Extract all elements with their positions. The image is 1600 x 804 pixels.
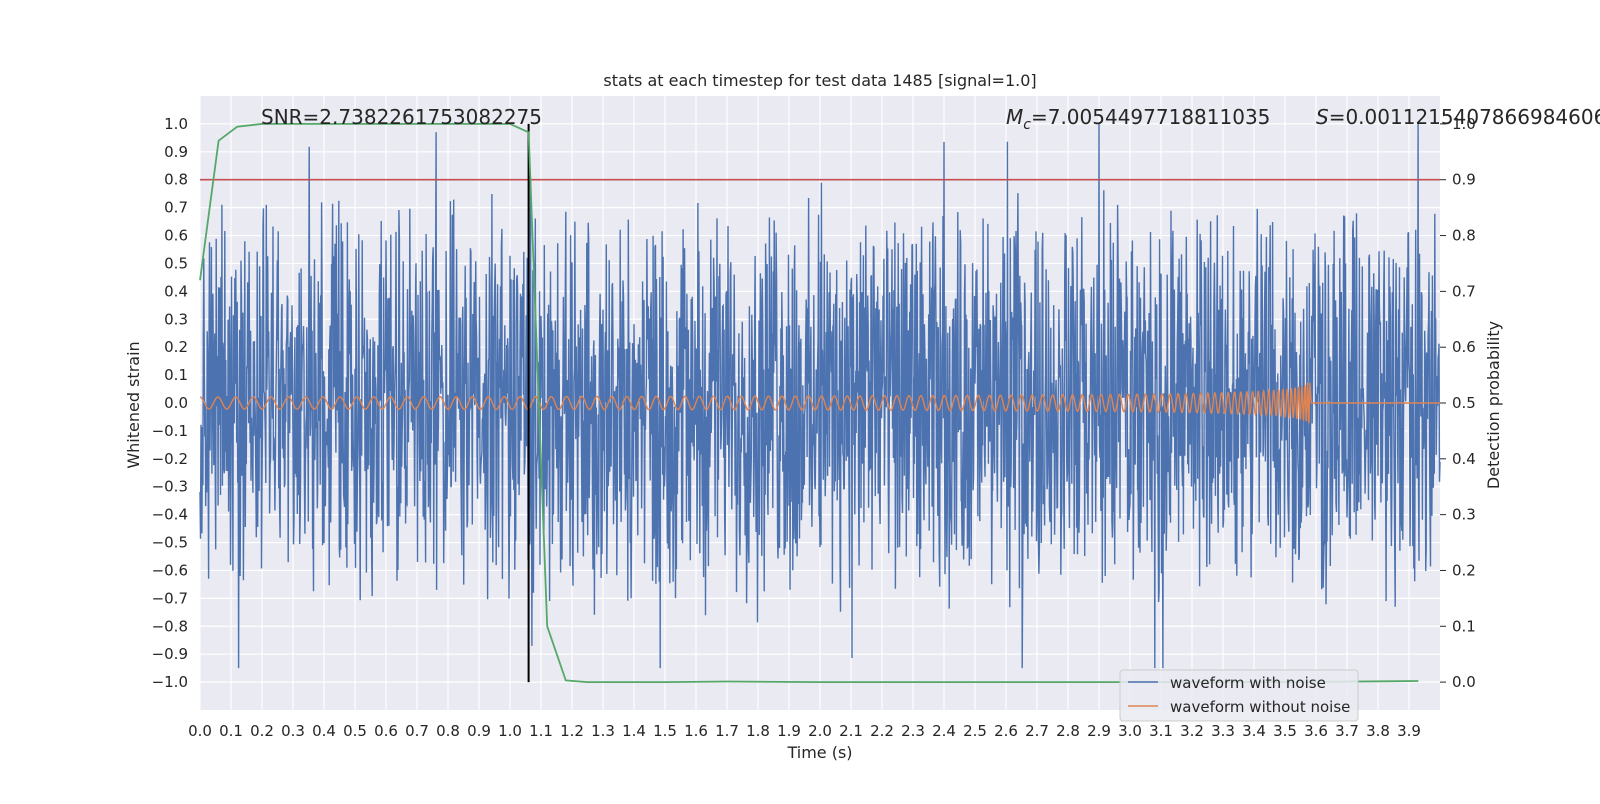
x-tick-label: 3.7 bbox=[1335, 722, 1359, 740]
chirp-mass-subscript: c bbox=[1023, 117, 1031, 133]
right-y-tick-label: 0.6 bbox=[1452, 338, 1476, 356]
legend: waveform with noise waveform without noi… bbox=[1119, 669, 1359, 722]
left-y-tick-label: 0.6 bbox=[164, 227, 188, 245]
x-tick-label: 1.0 bbox=[498, 722, 522, 740]
right-y-tick-label: 0.3 bbox=[1452, 506, 1476, 524]
x-tick-label: 2.3 bbox=[901, 722, 925, 740]
right-y-tick-label: 1.0 bbox=[1452, 115, 1476, 133]
left-y-axis-ticks: 1.0 0.9 0.8 0.7 0.6 0.5 0.4 0.3 0.2 0.1 0.0 −0.1 −0.… bbox=[152, 115, 188, 691]
chirp-mass-symbol: M bbox=[1006, 105, 1023, 129]
x-tick-label: 0.8 bbox=[436, 722, 460, 740]
x-tick-label: 3.5 bbox=[1273, 722, 1297, 740]
x-tick-label: 1.7 bbox=[715, 722, 739, 740]
x-tick-label: 1.2 bbox=[560, 722, 584, 740]
left-y-tick-label: 0.2 bbox=[164, 338, 188, 356]
x-tick-label: 2.8 bbox=[1056, 722, 1080, 740]
left-y-tick-label: −1.0 bbox=[152, 673, 188, 691]
legend-box bbox=[1119, 669, 1359, 722]
x-tick-label: 1.8 bbox=[746, 722, 770, 740]
x-tick-label: 1.4 bbox=[622, 722, 646, 740]
x-tick-label: 3.6 bbox=[1304, 722, 1328, 740]
left-y-tick-label: −0.9 bbox=[152, 645, 188, 663]
left-y-tick-label: −0.4 bbox=[152, 506, 188, 524]
right-y-tick-label: 0.1 bbox=[1452, 617, 1476, 635]
right-y-tick-label: 0.0 bbox=[1452, 673, 1476, 691]
x-tick-label: 0.5 bbox=[343, 722, 367, 740]
x-tick-label: 0.4 bbox=[312, 722, 336, 740]
right-y-axis-title: Detection probability bbox=[1484, 321, 1503, 489]
left-y-tick-label: 0.8 bbox=[164, 171, 188, 189]
x-tick-label: 0.0 bbox=[188, 722, 212, 740]
x-tick-label: 1.9 bbox=[777, 722, 801, 740]
right-y-tick-label: 0.8 bbox=[1452, 227, 1476, 245]
left-y-tick-label: 0.1 bbox=[164, 366, 188, 384]
x-axis-ticks: 0.0 0.1 0.2 0.3 0.4 0.5 0.6 0.7 0.8 0.9 1.0 1.1 1.2 1… bbox=[188, 722, 1421, 740]
right-y-tick-label: 0.5 bbox=[1452, 394, 1476, 412]
left-y-tick-label: 1.0 bbox=[164, 115, 188, 133]
x-tick-label: 2.9 bbox=[1087, 722, 1111, 740]
chirp-mass-value: =7.0054497718811035 bbox=[1031, 105, 1270, 129]
x-tick-label: 0.6 bbox=[374, 722, 398, 740]
x-tick-label: 2.0 bbox=[808, 722, 832, 740]
left-y-tick-label: −0.8 bbox=[152, 617, 188, 635]
left-y-tick-label: −0.3 bbox=[152, 478, 188, 496]
x-tick-label: 2.6 bbox=[994, 722, 1018, 740]
series-waveform-without-noise bbox=[199, 382, 1440, 424]
x-tick-label: 2.1 bbox=[839, 722, 863, 740]
x-axis-title: Time (s) bbox=[786, 743, 852, 762]
x-tick-label: 3.4 bbox=[1242, 722, 1266, 740]
s-annotation: S=0.0011215407866984606 bbox=[1316, 105, 1600, 129]
x-tick-label: 0.3 bbox=[281, 722, 305, 740]
right-y-tick-label: 0.4 bbox=[1452, 450, 1476, 468]
snr-annotation: SNR=2.7382261753082275 bbox=[261, 105, 542, 129]
right-y-tick-label: 0.2 bbox=[1452, 561, 1476, 579]
chirp-mass-annotation: Mc=7.0054497718811035 bbox=[1006, 105, 1270, 133]
x-tick-label: 0.1 bbox=[219, 722, 243, 740]
legend-label-waveform-without-noise: waveform without noise bbox=[1170, 698, 1350, 716]
x-tick-label: 3.1 bbox=[1149, 722, 1173, 740]
x-tick-label: 3.3 bbox=[1211, 722, 1235, 740]
right-y-tick-label: 0.9 bbox=[1452, 171, 1476, 189]
left-y-tick-label: 0.9 bbox=[164, 143, 188, 161]
s-symbol: S bbox=[1316, 105, 1329, 129]
left-y-tick-label: −0.5 bbox=[152, 534, 188, 552]
x-tick-label: 2.4 bbox=[932, 722, 956, 740]
x-tick-label: 3.9 bbox=[1397, 722, 1421, 740]
x-tick-label: 2.2 bbox=[870, 722, 894, 740]
series-waveform-with-noise bbox=[199, 123, 1441, 669]
x-tick-label: 1.3 bbox=[591, 722, 615, 740]
x-tick-label: 0.7 bbox=[405, 722, 429, 740]
legend-label-waveform-with-noise: waveform with noise bbox=[1170, 674, 1326, 692]
left-y-tick-label: 0.3 bbox=[164, 310, 188, 328]
left-y-tick-label: 0.4 bbox=[164, 282, 188, 300]
left-y-tick-label: −0.6 bbox=[152, 561, 188, 579]
x-tick-label: 1.1 bbox=[529, 722, 553, 740]
x-tick-label: 1.5 bbox=[653, 722, 677, 740]
left-y-axis-title: Whitened strain bbox=[124, 341, 143, 468]
x-tick-label: 3.8 bbox=[1366, 722, 1390, 740]
x-tick-label: 1.6 bbox=[684, 722, 708, 740]
left-y-tick-label: −0.7 bbox=[152, 589, 188, 607]
left-y-tick-label: −0.2 bbox=[152, 450, 188, 468]
x-tick-label: 0.2 bbox=[250, 722, 274, 740]
left-y-tick-label: −0.1 bbox=[152, 422, 188, 440]
x-tick-label: 0.9 bbox=[467, 722, 491, 740]
x-tick-label: 3.0 bbox=[1118, 722, 1142, 740]
left-y-tick-label: 0.7 bbox=[164, 199, 188, 217]
x-tick-label: 2.7 bbox=[1025, 722, 1049, 740]
chart-title: stats at each timestep for test data 148… bbox=[603, 71, 1036, 90]
s-value: =0.0011215407866984606 bbox=[1329, 105, 1600, 129]
x-tick-label: 2.5 bbox=[963, 722, 987, 740]
series-detection-probability bbox=[199, 123, 1419, 683]
left-y-tick-label: 0.0 bbox=[164, 394, 188, 412]
x-tick-label: 3.2 bbox=[1180, 722, 1204, 740]
right-y-axis-ticks: 1.0 0.9 0.8 0.7 0.6 0.5 0.4 0.3 0.2 0.1 0.0 bbox=[1440, 115, 1476, 691]
right-y-tick-label: 0.7 bbox=[1452, 282, 1476, 300]
left-y-tick-label: 0.5 bbox=[164, 254, 188, 272]
